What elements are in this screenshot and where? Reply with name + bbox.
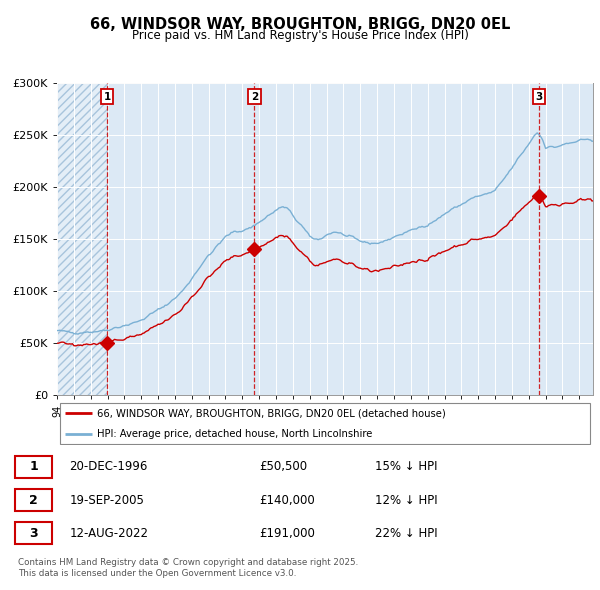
Text: 1: 1 <box>103 91 110 101</box>
Text: £140,000: £140,000 <box>260 493 316 507</box>
Text: 3: 3 <box>29 526 38 540</box>
Text: 2: 2 <box>251 91 258 101</box>
Text: 19-SEP-2005: 19-SEP-2005 <box>70 493 145 507</box>
Text: Price paid vs. HM Land Registry's House Price Index (HPI): Price paid vs. HM Land Registry's House … <box>131 30 469 42</box>
Text: 66, WINDSOR WAY, BROUGHTON, BRIGG, DN20 0EL: 66, WINDSOR WAY, BROUGHTON, BRIGG, DN20 … <box>90 17 510 31</box>
Text: £191,000: £191,000 <box>260 526 316 540</box>
Text: 3: 3 <box>536 91 543 101</box>
Bar <box>57 83 107 395</box>
FancyBboxPatch shape <box>15 455 52 478</box>
Text: 1: 1 <box>29 460 38 474</box>
Text: Contains HM Land Registry data © Crown copyright and database right 2025.
This d: Contains HM Land Registry data © Crown c… <box>18 558 358 578</box>
Text: 15% ↓ HPI: 15% ↓ HPI <box>375 460 437 474</box>
Text: 2: 2 <box>29 493 38 507</box>
Text: 12-AUG-2022: 12-AUG-2022 <box>70 526 149 540</box>
Text: £50,500: £50,500 <box>260 460 308 474</box>
FancyBboxPatch shape <box>59 403 590 444</box>
Text: HPI: Average price, detached house, North Lincolnshire: HPI: Average price, detached house, Nort… <box>97 428 373 438</box>
FancyBboxPatch shape <box>15 489 52 512</box>
Text: 20-DEC-1996: 20-DEC-1996 <box>70 460 148 474</box>
Text: 12% ↓ HPI: 12% ↓ HPI <box>375 493 437 507</box>
Text: 66, WINDSOR WAY, BROUGHTON, BRIGG, DN20 0EL (detached house): 66, WINDSOR WAY, BROUGHTON, BRIGG, DN20 … <box>97 408 446 418</box>
FancyBboxPatch shape <box>15 522 52 545</box>
Text: 22% ↓ HPI: 22% ↓ HPI <box>375 526 437 540</box>
Bar <box>57 83 107 395</box>
